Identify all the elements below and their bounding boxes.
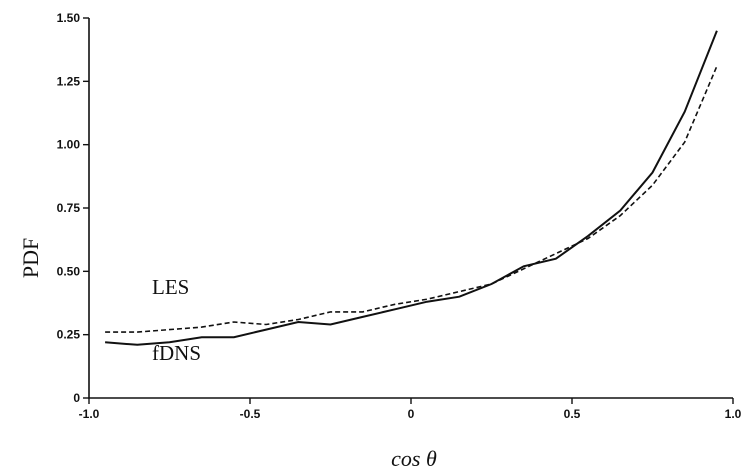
y-tick-label: 1.25 — [57, 74, 81, 88]
y-tick-label: 0.25 — [57, 328, 81, 342]
series-label-fdns: fDNS — [152, 341, 201, 365]
x-axis-title: cos θ — [391, 446, 437, 471]
x-tick-label: -1.0 — [79, 407, 100, 421]
y-tick-label: 1.50 — [57, 11, 81, 25]
x-tick-label: -0.5 — [240, 407, 261, 421]
y-tick-label: 0.50 — [57, 264, 81, 278]
series-line-fdns — [105, 30, 718, 346]
y-tick-label: 0 — [73, 391, 80, 405]
x-tick-label: 0 — [408, 407, 415, 421]
x-tick-label: 0.5 — [564, 407, 581, 421]
y-axis-title: PDF — [18, 238, 43, 278]
x-tick-label: 1.0 — [725, 407, 742, 421]
y-tick-label: 0.75 — [57, 201, 81, 215]
ticks: -1.0 -0.5 0 0.5 1.000.250.500.751.001.251.50 — [57, 11, 742, 421]
series-line-les — [105, 65, 718, 333]
series-lines — [105, 30, 718, 346]
y-tick-label: 1.00 — [57, 138, 81, 152]
series-label-les: LES — [152, 275, 189, 299]
